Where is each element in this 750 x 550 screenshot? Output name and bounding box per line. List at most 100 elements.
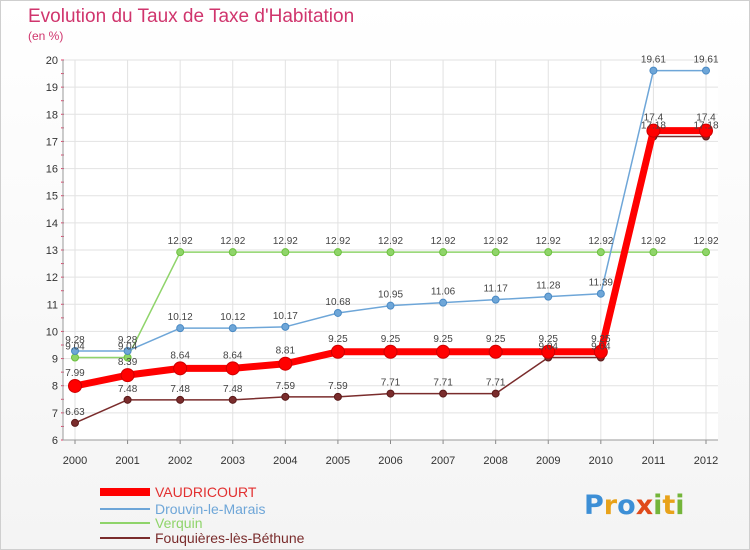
data-point: [386, 301, 395, 310]
data-point: [649, 248, 658, 257]
data-label: 11.17: [484, 284, 509, 295]
data-point: [436, 344, 451, 359]
data-point: [123, 346, 132, 355]
data-label: 7.99: [65, 368, 85, 379]
data-point: [699, 123, 713, 138]
data-point: [281, 248, 290, 257]
data-label: 17.4: [644, 113, 664, 124]
data-point: [120, 368, 135, 383]
chart-title: Evolution du Taux de Taxe d'Habitation: [28, 6, 355, 27]
series-lines: [68, 66, 713, 427]
data-point: [228, 248, 237, 257]
data-point: [596, 289, 605, 298]
data-point: [491, 248, 500, 257]
data-label: 7.48: [118, 384, 138, 395]
data-point: [649, 66, 658, 75]
x-tick-label: 2007: [431, 455, 455, 467]
data-point: [68, 378, 82, 393]
x-tick-label: 2001: [115, 455, 139, 467]
data-point: [541, 344, 556, 359]
y-tick-label: 17: [46, 136, 58, 148]
data-label: 12.92: [168, 236, 193, 247]
logo-letter: r: [603, 490, 618, 521]
data-label: 12.92: [588, 236, 613, 247]
data-label: 11.28: [536, 281, 561, 292]
data-point: [439, 389, 448, 398]
data-point: [439, 248, 448, 257]
x-tick-label: 2006: [378, 455, 402, 467]
data-point: [333, 392, 342, 401]
chart-subtitle: (en %): [28, 29, 64, 43]
logo-letter: o: [617, 490, 636, 521]
axes: 6 7 8 9 10 11 12 13 14 15 16 17 18 19 20 2000 2001 2002 20…: [46, 55, 718, 467]
logo-letter: P: [584, 490, 604, 521]
data-label: 7.71: [486, 378, 506, 389]
data-point: [176, 248, 185, 257]
y-tick-label: 8: [52, 381, 58, 393]
data-point: [281, 322, 290, 331]
data-point: [488, 344, 503, 359]
y-tick-label: 15: [46, 191, 58, 203]
data-label: 12.92: [641, 236, 666, 247]
data-label: 12.92: [431, 236, 456, 247]
data-label: 9.28: [65, 335, 85, 346]
x-tick-label: 2009: [536, 455, 560, 467]
data-label: 9.04: [65, 341, 85, 352]
data-point: [123, 395, 132, 404]
data-label: 12.92: [536, 236, 561, 247]
y-tick-label: 20: [46, 55, 58, 67]
data-point: [702, 66, 710, 75]
data-label: 10.95: [378, 290, 403, 301]
legend: VAUDRICOURTDrouvin-le-MaraisVerquinFouqu…: [100, 484, 305, 546]
data-label: 12.92: [378, 236, 403, 247]
data-label: 12.92: [325, 236, 350, 247]
data-label: 10.12: [220, 312, 245, 323]
data-label: 9.04: [591, 341, 611, 352]
data-point: [439, 298, 448, 307]
data-point: [491, 295, 500, 304]
data-point: [333, 248, 342, 257]
data-label: 11.39: [589, 278, 614, 289]
x-tick-label: 2010: [589, 455, 613, 467]
data-label: 12.92: [483, 236, 508, 247]
data-point: [596, 248, 605, 257]
data-point: [646, 123, 661, 138]
x-tick-label: 2002: [168, 455, 192, 467]
proxiti-logo: Proxiti: [584, 490, 685, 521]
data-point: [278, 356, 293, 371]
data-label: 19.61: [693, 55, 718, 66]
data-label: 8.64: [170, 350, 190, 361]
data-point: [544, 248, 553, 257]
data-label: 10.17: [273, 311, 298, 322]
data-label: 9.25: [591, 334, 611, 345]
data-point: [71, 346, 79, 355]
data-point: [593, 344, 608, 359]
data-point: [333, 308, 342, 317]
data-labels: 7.99 8.39 8.64 8.64 8.81 9.25 9.25 9.25 9.25 9.25…: [65, 55, 719, 418]
data-point: [702, 248, 710, 257]
data-label: 6.63: [65, 407, 85, 418]
data-point: [491, 389, 500, 398]
data-point: [544, 292, 553, 301]
data-label: 12.92: [220, 236, 245, 247]
data-point: [281, 392, 290, 401]
data-label: 9.25: [486, 334, 506, 345]
data-point: [225, 361, 240, 376]
data-point: [71, 353, 79, 362]
data-label: 9.28: [118, 335, 138, 346]
x-tick-label: 2004: [273, 455, 297, 467]
data-label: 8.39: [118, 357, 138, 368]
y-tick-label: 7: [52, 408, 58, 420]
y-tick-label: 14: [46, 218, 58, 230]
data-label: 12.92: [273, 236, 298, 247]
data-label: 9.25: [381, 334, 401, 345]
data-point: [383, 344, 398, 359]
data-label: 7.48: [170, 384, 190, 395]
legend-label: VAUDRICOURT: [155, 484, 257, 500]
y-tick-label: 18: [46, 109, 58, 121]
x-tick-label: 2008: [483, 455, 507, 467]
logo-letter: i: [653, 490, 663, 521]
legend-label: Fouquières-lès-Béthune: [155, 530, 305, 546]
data-point: [228, 324, 237, 333]
